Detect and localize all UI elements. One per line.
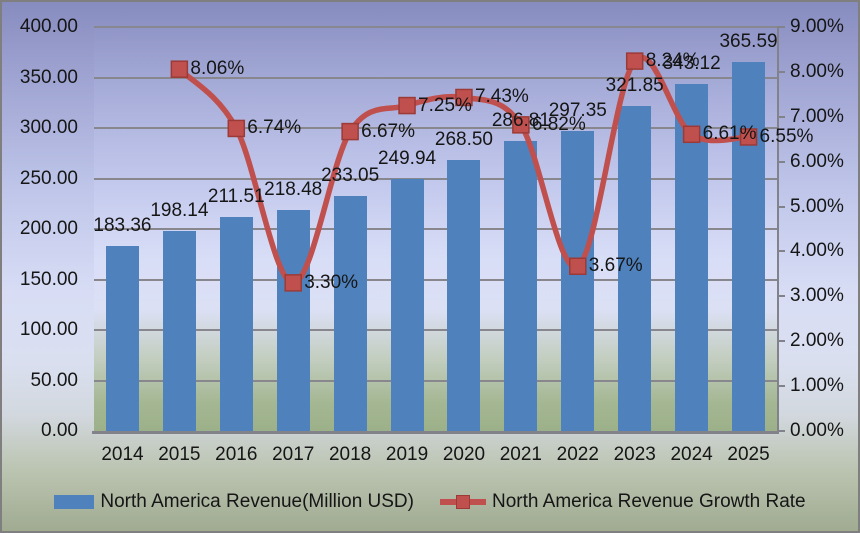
- legend-item-revenue: North America Revenue(Million USD): [54, 491, 414, 513]
- bar-value-label: 249.94: [377, 147, 437, 169]
- right-axis-tick-label: 4.00%: [790, 240, 844, 262]
- bar-2016: [219, 217, 253, 431]
- right-axis-tick: [777, 385, 785, 388]
- gridline: [94, 329, 777, 331]
- bar-value-label: 297.35: [548, 99, 607, 121]
- right-axis-tick: [777, 26, 785, 28]
- left-axis-tick-label: 100.00: [19, 319, 78, 340]
- right-axis-tick-label: 8.00%: [790, 60, 844, 82]
- bar-2014: [105, 245, 139, 431]
- left-axis-tick-label: 350.00: [19, 66, 78, 88]
- x-axis-label-2021: 2021: [499, 444, 543, 465]
- bar-2022: [561, 130, 595, 431]
- growth-rate-value-label: 7.43%: [474, 86, 529, 108]
- x-axis-label-2014: 2014: [101, 444, 144, 465]
- bar-value-label: 218.48: [264, 179, 323, 201]
- right-axis-tick-label: 7.00%: [790, 105, 844, 127]
- x-axis-label-2016: 2016: [215, 444, 258, 465]
- x-axis-line: [92, 430, 779, 434]
- legend-item-growth-rate: North America Revenue Growth Rate: [439, 491, 806, 513]
- right-axis-tick-label: 0.00%: [790, 420, 844, 441]
- legend-growth-label: North America Revenue Growth Rate: [491, 491, 806, 512]
- bar-value-label: 365.59: [719, 30, 778, 52]
- growth-rate-value-label: 6.82%: [531, 113, 586, 135]
- x-axis-label-2025: 2025: [727, 444, 770, 465]
- x-axis-label-2018: 2018: [328, 444, 372, 465]
- bar-2021: [504, 141, 538, 431]
- left-axis-tick-label: 150.00: [19, 268, 78, 290]
- x-axis-label-2023: 2023: [613, 444, 656, 465]
- legend: North America Revenue(Million USD) North…: [2, 491, 858, 513]
- right-axis-tick-label: 3.00%: [790, 285, 844, 307]
- right-axis-tick-label: 6.00%: [790, 150, 844, 172]
- bar-value-label: 183.36: [93, 214, 152, 236]
- bar-2019: [390, 178, 424, 431]
- left-axis-tick-label: 400.00: [19, 16, 78, 37]
- bar-2025: [732, 61, 766, 431]
- bar-2017: [276, 210, 310, 431]
- left-axis-tick-label: 50.00: [30, 369, 78, 391]
- left-axis-tick-label: 0.00: [41, 420, 78, 441]
- bar-value-label: 343.12: [662, 53, 721, 75]
- right-axis-tick: [777, 70, 785, 73]
- bar-value-label: 198.14: [150, 199, 209, 221]
- growth-rate-value-label: 3.30%: [304, 271, 359, 293]
- right-axis-tick: [777, 115, 785, 118]
- right-axis-tick-label: 5.00%: [790, 195, 844, 217]
- growth-rate-value-label: 8.06%: [190, 58, 245, 80]
- bar-2015: [162, 230, 196, 431]
- gridline: [94, 379, 777, 382]
- x-axis-label-2024: 2024: [670, 444, 713, 465]
- right-axis-line: [777, 27, 779, 433]
- growth-rate-value-label: 6.61%: [702, 123, 757, 145]
- x-axis-label-2020: 2020: [442, 444, 486, 465]
- bar-2018: [333, 195, 367, 431]
- bar-2020: [447, 159, 481, 431]
- right-axis-tick: [777, 250, 785, 253]
- legend-revenue-label: North America Revenue(Million USD): [100, 491, 414, 512]
- left-axis-tick-label: 300.00: [19, 117, 78, 138]
- growth-rate-value-label: 3.67%: [588, 255, 643, 277]
- growth-rate-value-label: 7.25%: [418, 94, 472, 116]
- growth-rate-value-label: 6.74%: [247, 117, 302, 139]
- right-axis-tick-label: 1.00%: [790, 375, 844, 397]
- left-axis-tick-label: 200.00: [19, 218, 78, 239]
- x-axis-label-2019: 2019: [385, 444, 429, 465]
- right-axis-tick: [777, 205, 785, 208]
- right-axis-tick: [777, 340, 785, 343]
- legend-bar-swatch-icon: [54, 495, 95, 509]
- right-axis-tick: [777, 430, 785, 432]
- growth-rate-value-label: 8.24%: [645, 50, 700, 72]
- growth-rate-value-label: 6.67%: [361, 120, 415, 142]
- bar-value-label: 233.05: [321, 164, 380, 186]
- x-axis-label-2022: 2022: [556, 444, 599, 465]
- bar-value-label: 268.50: [434, 128, 494, 150]
- right-axis-tick: [777, 295, 785, 298]
- growth-rate-value-label: 6.55%: [759, 125, 814, 147]
- legend-line-swatch-icon: [439, 494, 486, 510]
- bar-value-label: 211.51: [207, 186, 265, 208]
- x-axis-label-2017: 2017: [272, 444, 315, 465]
- right-axis-tick-label: 9.00%: [790, 16, 844, 37]
- gridline: [94, 26, 777, 28]
- right-axis-tick-label: 2.00%: [790, 330, 844, 352]
- x-axis-label-2015: 2015: [158, 444, 201, 465]
- bar-value-label: 286.81: [491, 110, 550, 132]
- left-axis-tick-label: 250.00: [19, 167, 78, 189]
- bar-value-label: 321.85: [605, 74, 664, 96]
- right-axis-tick: [777, 160, 785, 163]
